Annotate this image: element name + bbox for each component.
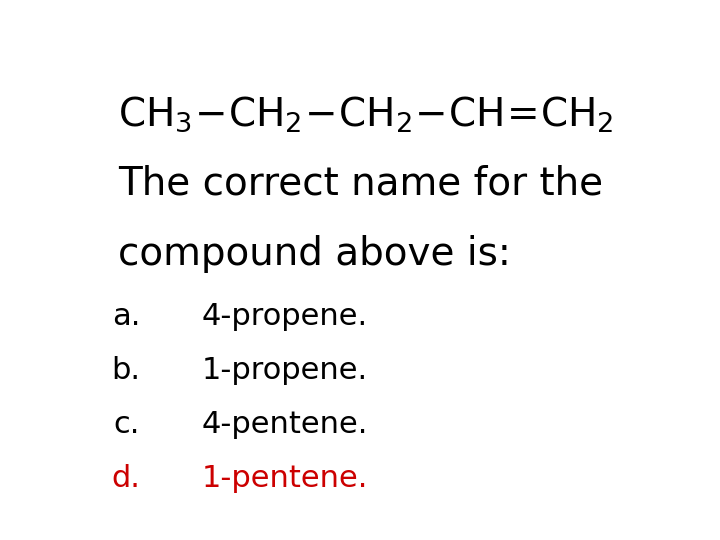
- Text: 1-pentene.: 1-pentene.: [202, 464, 368, 493]
- Text: compound above is:: compound above is:: [118, 235, 510, 273]
- Text: $\mathregular{CH_3}$$\mathregular{\!-\!CH_2\!-\!CH_2\!-\!CH\!=\!CH_2}$: $\mathregular{CH_3}$$\mathregular{\!-\!C…: [118, 94, 613, 133]
- Text: 4-pentene.: 4-pentene.: [202, 410, 368, 439]
- Text: b.: b.: [111, 356, 140, 385]
- Text: d.: d.: [112, 464, 140, 493]
- Text: 1-propene.: 1-propene.: [202, 356, 368, 385]
- Text: a.: a.: [112, 302, 140, 331]
- Text: c.: c.: [114, 410, 140, 439]
- Text: 4-propene.: 4-propene.: [202, 302, 368, 331]
- Text: The correct name for the: The correct name for the: [118, 165, 603, 202]
